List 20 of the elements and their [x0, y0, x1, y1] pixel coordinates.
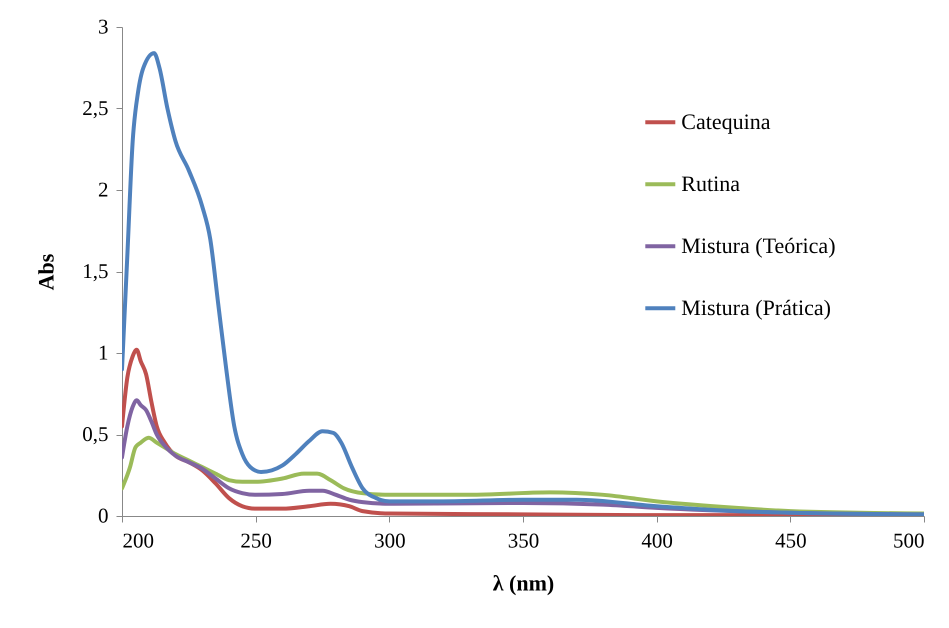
x-axis-title: λ (nm) — [492, 570, 554, 596]
legend-label: Mistura (Prática) — [681, 295, 831, 320]
x-tick-label: 450 — [775, 528, 807, 552]
legend-label: Mistura (Teórica) — [681, 233, 836, 258]
y-tick-label: 0,5 — [82, 422, 108, 446]
y-tick-label: 2 — [98, 178, 108, 202]
legend-label: Rutina — [681, 171, 740, 196]
legend-label: Catequina — [681, 109, 771, 134]
y-tick-label: 1,5 — [82, 259, 108, 283]
y-tick-label: 2,5 — [82, 96, 108, 120]
y-tick-label: 3 — [98, 14, 108, 38]
y-tick-label: 0 — [98, 504, 108, 528]
x-tick-label: 400 — [641, 528, 673, 552]
x-tick-label: 350 — [508, 528, 540, 552]
x-tick-label: 500 — [893, 528, 924, 552]
x-tick-label: 250 — [240, 528, 272, 552]
x-tick-label: 300 — [374, 528, 406, 552]
x-tick-label: 200 — [122, 528, 154, 552]
y-axis-title: Abs — [33, 253, 58, 290]
y-tick-label: 1 — [98, 340, 108, 364]
